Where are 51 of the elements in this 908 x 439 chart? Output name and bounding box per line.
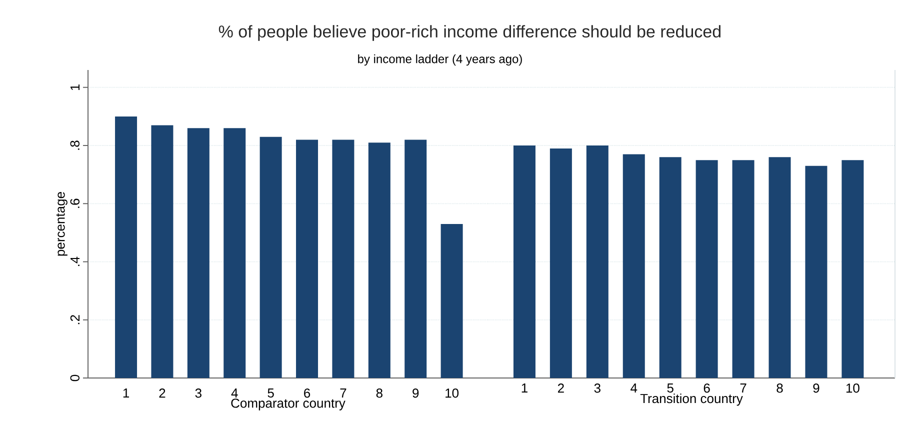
bar [115,116,138,378]
bar [332,140,354,378]
bar [187,128,210,378]
y-tick-label: .4 [70,256,80,266]
x-tick-label: 9 [813,384,820,393]
bar [842,160,864,378]
x-tick-label: 1 [522,384,528,392]
x-tick-label: 2 [159,388,166,398]
x-tick-label: 3 [195,388,202,398]
x-tick-label: 6 [704,384,710,393]
x-tick-label: 9 [412,388,419,398]
bar [696,160,718,378]
x-tick-label: 1 [123,388,130,398]
bar [296,140,318,378]
bar [586,146,608,378]
bar [440,224,463,378]
bar [404,140,427,378]
x-axis-title: Comparator country [231,398,346,410]
bar [732,160,754,378]
bar [260,136,282,378]
x-tick-label: 2 [558,384,564,393]
chart-title: % of people believe poor-rich income difference should be reduced [218,25,720,41]
y-tick-label: .8 [70,140,80,150]
x-tick-label: 10 [446,388,459,398]
bar [622,154,645,378]
bar [368,142,390,378]
x-tick-label: 7 [740,384,746,392]
bar [550,148,572,378]
bar [513,146,536,378]
y-tick-label: .6 [70,198,80,208]
x-tick-label: 5 [268,388,274,398]
y-tick-label: 1 [70,84,80,90]
bar [224,128,246,378]
x-tick-label: 5 [667,384,674,393]
bar [805,166,828,378]
x-tick-label: 6 [304,388,310,398]
y-tick-label: 0 [70,374,80,382]
chart-subtitle: by income ladder (4 years ago) [358,54,522,66]
x-tick-label: 8 [376,388,382,398]
x-tick-label: 3 [594,384,600,393]
bar [151,125,174,378]
y-tick-label: .2 [70,315,80,324]
x-tick-label: 7 [340,388,346,398]
x-tick-label: 4 [231,388,238,398]
x-axis-title: Transition country [640,394,743,406]
x-tick-label: 10 [846,384,860,393]
bar [659,157,682,378]
bar [768,157,791,378]
x-tick-label: 8 [776,384,783,393]
x-tick-label: 4 [630,384,638,392]
y-axis-title: percentage [56,192,68,256]
